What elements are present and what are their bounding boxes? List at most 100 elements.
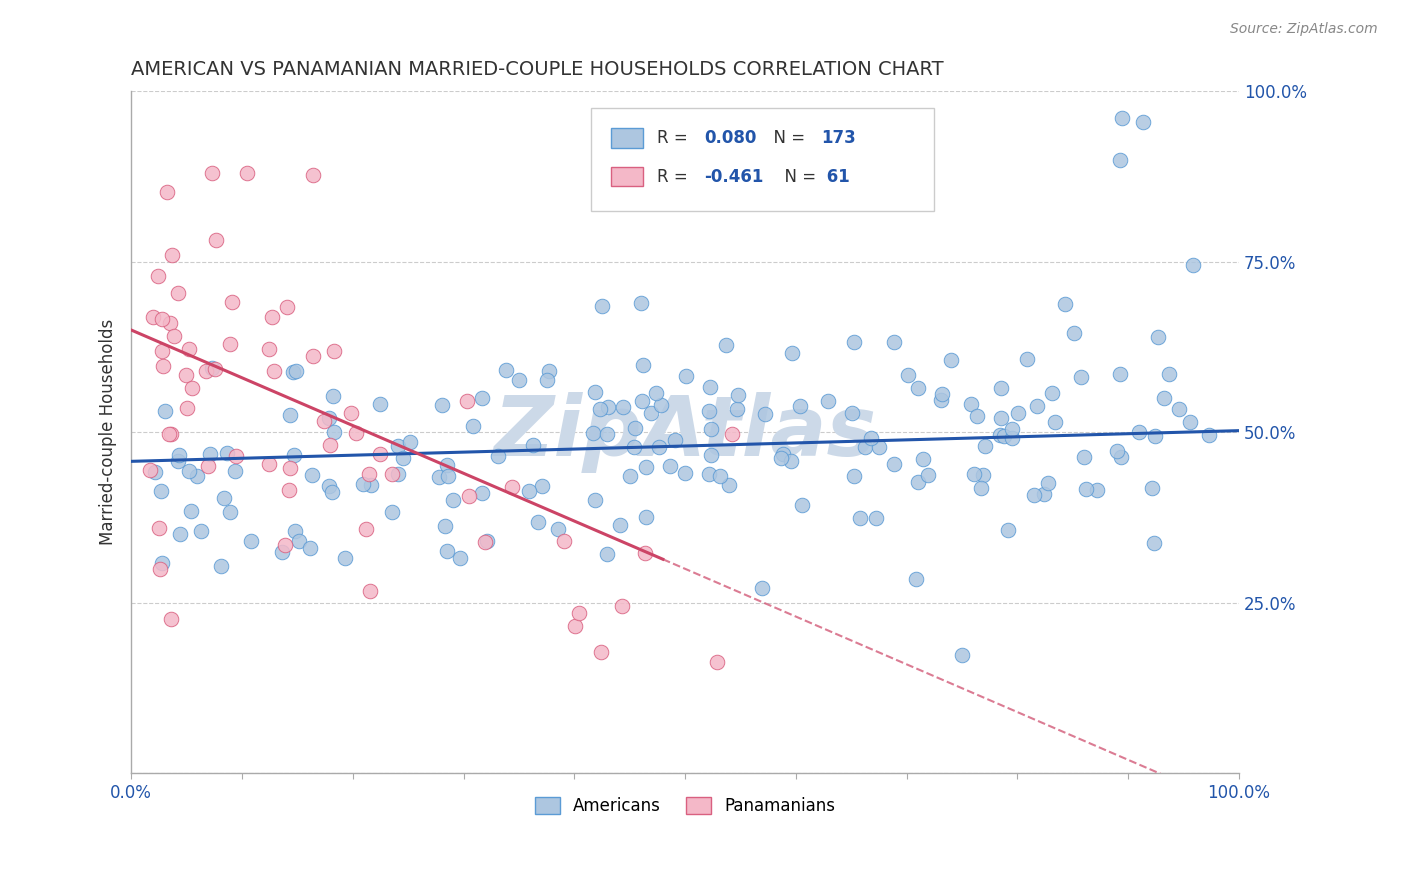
- Point: [354, 522, 377, 536]
- Point: [201, 360, 224, 375]
- Point: [1140, 481, 1163, 495]
- Point: [869, 440, 891, 454]
- Text: AMERICAN VS PANAMANIAN MARRIED-COUPLE HOUSEHOLDS CORRELATION CHART: AMERICAN VS PANAMANIAN MARRIED-COUPLE HO…: [131, 60, 943, 78]
- Point: [1024, 488, 1046, 502]
- Point: [931, 392, 953, 407]
- Point: [988, 428, 1011, 442]
- Point: [436, 544, 458, 558]
- Point: [596, 547, 619, 561]
- Point: [215, 446, 238, 460]
- Point: [844, 469, 866, 483]
- Point: [322, 425, 344, 439]
- Point: [278, 408, 301, 422]
- Point: [381, 467, 404, 481]
- Point: [1015, 351, 1038, 366]
- Point: [263, 364, 285, 378]
- Point: [174, 368, 197, 383]
- Point: [181, 381, 204, 395]
- Point: [619, 469, 641, 483]
- Point: [1107, 444, 1129, 458]
- Point: [718, 478, 741, 492]
- Point: [842, 335, 865, 350]
- Point: [974, 439, 997, 453]
- Point: [714, 338, 737, 352]
- Point: [387, 439, 409, 453]
- Point: [283, 448, 305, 462]
- Point: [150, 311, 173, 326]
- Point: [790, 498, 813, 512]
- Point: [501, 479, 523, 493]
- Point: [209, 558, 232, 573]
- Point: [1045, 415, 1067, 429]
- Point: [917, 467, 939, 482]
- Point: [167, 448, 190, 462]
- Point: [360, 477, 382, 491]
- Point: [634, 510, 657, 524]
- Point: [609, 517, 631, 532]
- Point: [205, 233, 228, 247]
- Point: [972, 468, 994, 483]
- Point: [359, 584, 381, 599]
- Point: [201, 166, 224, 180]
- Point: [160, 611, 183, 625]
- Point: [612, 599, 634, 613]
- Point: [658, 459, 681, 474]
- Point: [285, 364, 308, 378]
- Text: R =: R =: [658, 128, 693, 146]
- Point: [709, 468, 731, 483]
- Point: [883, 334, 905, 349]
- Point: [179, 464, 201, 478]
- Point: [517, 484, 540, 499]
- Point: [853, 440, 876, 454]
- Point: [471, 485, 494, 500]
- Point: [720, 427, 742, 442]
- Point: [449, 551, 471, 566]
- Point: [169, 527, 191, 541]
- Point: [962, 467, 984, 482]
- Point: [959, 397, 981, 411]
- Point: [153, 404, 176, 418]
- Point: [1109, 367, 1132, 381]
- Text: N =: N =: [762, 128, 810, 146]
- Point: [152, 359, 174, 373]
- Point: [190, 524, 212, 538]
- Point: [817, 393, 839, 408]
- Point: [990, 381, 1012, 395]
- Point: [897, 368, 920, 383]
- Y-axis label: Married-couple Households: Married-couple Households: [100, 319, 117, 546]
- Point: [596, 426, 619, 441]
- Point: [357, 467, 380, 481]
- Point: [997, 523, 1019, 537]
- Point: [148, 268, 170, 283]
- Point: [176, 401, 198, 416]
- Point: [1180, 415, 1202, 429]
- Point: [218, 336, 240, 351]
- Point: [456, 393, 478, 408]
- Point: [841, 406, 863, 420]
- Point: [461, 419, 484, 434]
- Point: [198, 447, 221, 461]
- Point: [322, 388, 344, 402]
- Point: [441, 493, 464, 508]
- Text: R =: R =: [658, 168, 693, 186]
- Point: [1153, 392, 1175, 406]
- Text: ZipAtlas: ZipAtlas: [494, 392, 876, 473]
- Point: [1036, 476, 1059, 491]
- Text: -0.461: -0.461: [704, 168, 763, 186]
- Point: [1007, 406, 1029, 420]
- Point: [592, 299, 614, 313]
- Point: [1040, 385, 1063, 400]
- Point: [436, 458, 458, 472]
- Point: [589, 402, 612, 417]
- Point: [849, 510, 872, 524]
- Point: [1128, 425, 1150, 440]
- Point: [257, 457, 280, 471]
- Point: [274, 538, 297, 552]
- Point: [335, 550, 357, 565]
- Point: [288, 533, 311, 548]
- Point: [179, 342, 201, 356]
- Point: [508, 373, 530, 387]
- Point: [368, 447, 391, 461]
- Point: [143, 465, 166, 479]
- Point: [770, 450, 793, 465]
